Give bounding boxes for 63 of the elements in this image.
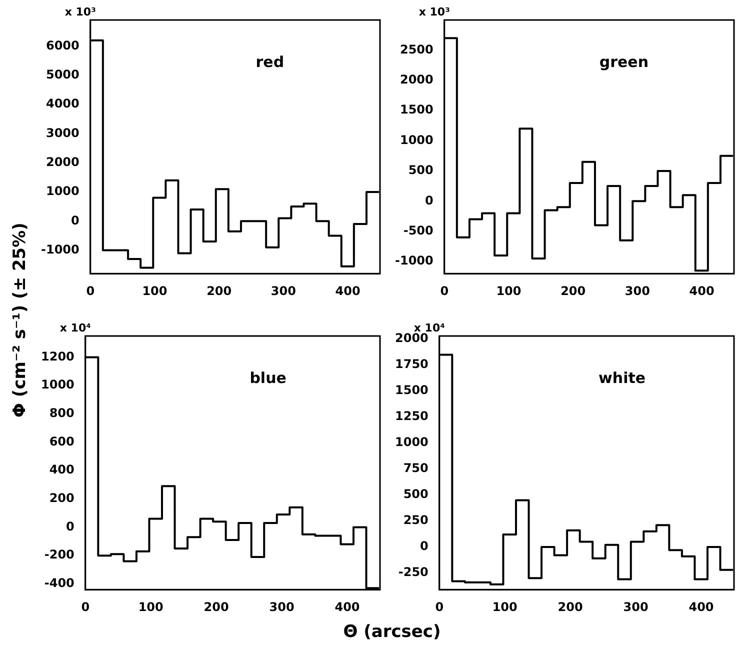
y-tick-label: 1000 xyxy=(394,435,428,450)
y-tick-label: -1000 xyxy=(40,242,80,256)
y-tick-label: 0 xyxy=(425,193,434,208)
y-tick-label: 1750 xyxy=(394,357,428,372)
y-tick-label: 1250 xyxy=(394,409,428,424)
y-tick-label: 1000 xyxy=(400,132,434,147)
x-tick-label: 100 xyxy=(496,284,522,298)
y-tick-label: 500 xyxy=(403,487,428,502)
y-tick-label: 0 xyxy=(66,519,74,534)
y-tick-label: 500 xyxy=(408,163,434,178)
y-tick-label: -200 xyxy=(44,548,74,562)
y-tick-label: -400 xyxy=(44,576,74,590)
x-tick-label: 0 xyxy=(440,284,449,298)
y-tick-label: 6000 xyxy=(46,38,80,52)
y-tick-label: 750 xyxy=(403,461,428,476)
x-tick-label: 0 xyxy=(435,600,444,614)
annotation: white xyxy=(598,369,646,388)
x-tick-label: 100 xyxy=(138,600,164,614)
annotation: blue xyxy=(250,369,286,388)
x-tick-label: 100 xyxy=(142,284,168,298)
y-tick-label: 1200 xyxy=(40,349,74,364)
y-tick-label: -1000 xyxy=(394,254,434,268)
y-tick-label: 600 xyxy=(49,434,74,448)
y-tick-label: 1000 xyxy=(46,184,80,198)
y-tick-label: 1500 xyxy=(400,102,434,117)
y-tick-label: 4000 xyxy=(46,96,80,111)
y-tick-label: -500 xyxy=(403,223,434,238)
y-tick-label: 200 xyxy=(49,491,74,506)
x-tick-label: 400 xyxy=(688,600,714,614)
annotation: red xyxy=(256,53,284,72)
x-tick-label: 400 xyxy=(334,600,360,614)
x-tick-label: 0 xyxy=(81,600,90,614)
y-tick-label: 400 xyxy=(49,462,74,477)
annotation: green xyxy=(599,53,649,72)
y-tick-label: 250 xyxy=(403,513,428,528)
x-tick-label: 400 xyxy=(689,284,714,298)
y-tick-label: 1500 xyxy=(394,383,428,398)
y-tick-label: 2000 xyxy=(46,154,80,169)
text: x 10³ xyxy=(64,5,96,18)
y-tick-label: -250 xyxy=(398,565,428,580)
x-tick-label: 300 xyxy=(623,600,648,614)
x-tick-label: 200 xyxy=(206,284,232,298)
x-axis-title: Θ (arcsec) xyxy=(343,622,441,642)
y-tick-label: 3000 xyxy=(46,126,80,140)
x-tick-label: 0 xyxy=(86,284,95,298)
y-tick-label: 2000 xyxy=(400,72,434,87)
x-tick-label: 300 xyxy=(269,600,294,614)
y-tick-label: 0 xyxy=(420,539,428,554)
y-tick-label: 2500 xyxy=(400,42,434,56)
y-tick-label: 0 xyxy=(71,213,80,228)
x-tick-label: 400 xyxy=(335,284,360,298)
text: x 10³ xyxy=(418,5,450,18)
y-axis-title: Φ (cm⁻² s⁻¹) (± 25%) xyxy=(10,222,30,418)
y-tick-label: 800 xyxy=(49,406,74,420)
x-tick-label: 200 xyxy=(560,284,586,298)
y-tick-label: 1000 xyxy=(40,378,74,392)
x-tick-label: 300 xyxy=(624,284,650,298)
x-tick-label: 100 xyxy=(492,600,518,614)
y-tick-label: 5000 xyxy=(46,68,80,82)
text: x 10⁴ xyxy=(60,321,92,334)
x-tick-label: 200 xyxy=(558,600,583,614)
x-tick-label: 300 xyxy=(270,284,296,298)
x-tick-label: 200 xyxy=(204,600,229,614)
